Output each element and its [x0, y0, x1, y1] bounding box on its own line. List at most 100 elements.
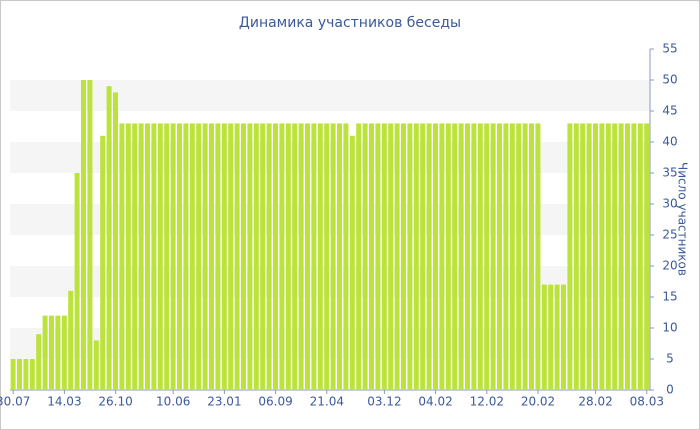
y-tick-label: 45 [662, 104, 677, 118]
bar [298, 123, 304, 391]
chart-title: Динамика участников беседы [239, 15, 461, 31]
bar [484, 123, 490, 391]
x-tick-label: 20.02 [521, 395, 555, 409]
grid-band [10, 328, 650, 359]
bar [292, 123, 298, 391]
y-tick-label: 5 [666, 352, 674, 366]
bar [36, 334, 42, 390]
bar [535, 123, 541, 391]
bar [561, 284, 566, 390]
bar [61, 315, 67, 390]
y-tick-label: 15 [662, 290, 677, 304]
bar [362, 123, 368, 391]
grid-band [10, 142, 650, 173]
bar [266, 123, 272, 391]
bar [580, 123, 586, 391]
bar [42, 315, 48, 390]
bar [420, 123, 426, 391]
bar [509, 123, 515, 391]
bar [593, 123, 598, 391]
bar [349, 135, 355, 390]
bar [164, 123, 170, 391]
bar [541, 284, 547, 390]
bar [285, 123, 291, 391]
bar [68, 290, 74, 390]
bar [106, 86, 112, 390]
bar [305, 123, 310, 391]
bar [465, 123, 470, 391]
bar [74, 173, 80, 390]
bar [29, 359, 35, 390]
bar [196, 123, 202, 391]
bar [573, 123, 579, 391]
grid-band [10, 204, 650, 235]
grid-band [10, 266, 650, 297]
bar [612, 123, 618, 391]
bar [618, 123, 624, 391]
bar [55, 315, 61, 390]
bar [215, 123, 221, 391]
x-tick-label: 10.06 [156, 395, 190, 409]
bar [356, 123, 362, 391]
bar [151, 123, 157, 391]
bar [490, 123, 496, 391]
bar [516, 123, 522, 391]
x-tick-label: 21.04 [310, 395, 344, 409]
bar [87, 80, 93, 390]
bar [234, 123, 240, 391]
bar [381, 123, 387, 391]
bar [125, 123, 131, 391]
bar [324, 123, 330, 391]
y-tick-label: 25 [662, 228, 677, 242]
bar [644, 123, 650, 391]
bar [253, 123, 259, 391]
x-tick-label: 04.02 [418, 395, 452, 409]
bar [439, 123, 445, 391]
bar [445, 123, 451, 391]
x-tick-label: 08.03 [630, 395, 664, 409]
bar [23, 359, 29, 390]
bar [311, 123, 317, 391]
bar [145, 123, 150, 391]
bar [401, 123, 406, 391]
bar [337, 123, 342, 391]
bar [426, 123, 432, 391]
bar [113, 92, 118, 391]
bar [477, 123, 483, 391]
bar [247, 123, 253, 391]
bar [413, 123, 419, 391]
bar [388, 123, 394, 391]
bar [17, 359, 22, 390]
bar [100, 135, 106, 390]
bar [221, 123, 227, 391]
bar [209, 123, 214, 391]
x-tick-label: 28.02 [578, 395, 612, 409]
bar [452, 123, 458, 391]
bar [189, 123, 195, 391]
bar [631, 123, 637, 391]
x-tick-label: 26.10 [98, 395, 132, 409]
x-tick-label: 12.02 [470, 395, 504, 409]
bar [10, 359, 16, 390]
bar [49, 315, 54, 390]
bar [279, 123, 285, 391]
bar [548, 284, 554, 390]
bar [586, 123, 592, 391]
bar [330, 123, 336, 391]
x-tick-label: 23.01 [207, 395, 241, 409]
y-axis-title: Число участников [676, 162, 690, 276]
bar [260, 123, 266, 391]
bar [138, 123, 144, 391]
bar [273, 123, 278, 391]
bar [93, 340, 99, 390]
bar [554, 284, 560, 390]
y-tick-label: 10 [662, 321, 677, 335]
bar [119, 123, 125, 391]
bar [625, 123, 630, 391]
bar [522, 123, 528, 391]
bar [157, 123, 163, 391]
bar [241, 123, 246, 391]
y-tick-label: 50 [662, 73, 677, 87]
bar [433, 123, 438, 391]
